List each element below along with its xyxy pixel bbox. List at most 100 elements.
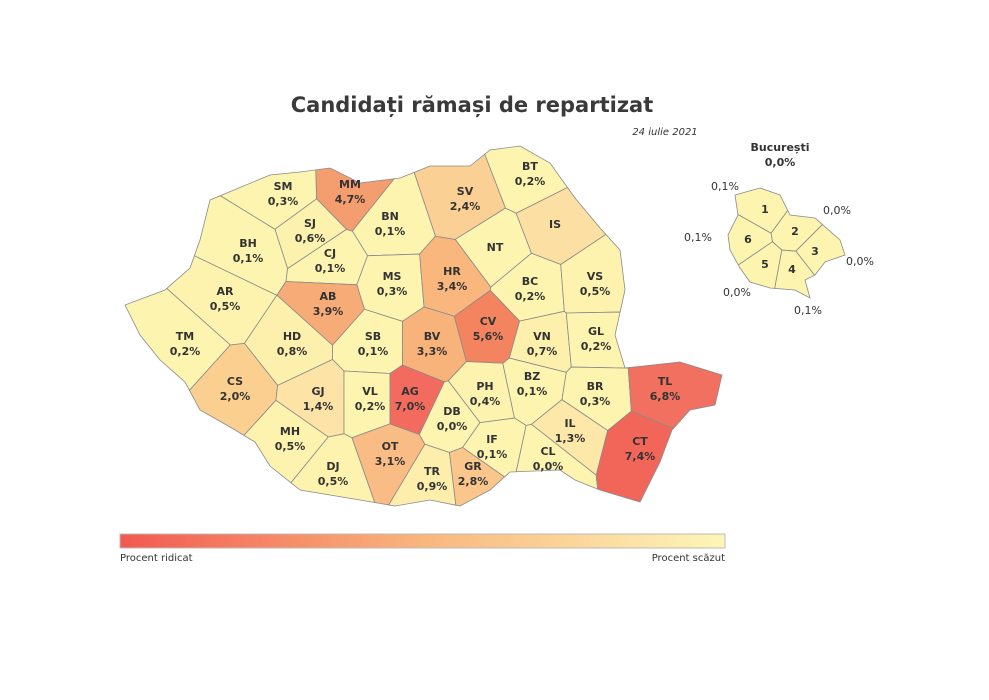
county-code: AB	[320, 290, 337, 303]
county-value: 0,1%	[477, 448, 508, 461]
sector-name: 3	[811, 245, 819, 258]
legend-low: Procent scăzut	[652, 553, 725, 564]
county-value: 7,4%	[625, 450, 656, 463]
county-code: HR	[443, 265, 461, 278]
region	[515, 423, 599, 490]
region	[462, 417, 527, 478]
region	[595, 410, 674, 503]
county-code: BZ	[524, 370, 540, 383]
county-code: MS	[383, 270, 402, 283]
sector-value: 0,0%	[823, 204, 851, 217]
county-value: 0,0%	[533, 460, 564, 473]
county-value: 0,2%	[515, 290, 546, 303]
county-value: 0,5%	[318, 475, 349, 488]
county-value: 7,0%	[395, 400, 426, 413]
county-value: 0,5%	[275, 440, 306, 453]
county-value: 4,7%	[335, 193, 366, 206]
county-code: VS	[587, 270, 604, 283]
county-value: 0,3%	[580, 395, 611, 408]
county-code: TM	[176, 330, 194, 343]
county-code: TL	[658, 375, 673, 388]
title: Candidați rămași de repartizat	[291, 93, 654, 118]
county-code: IS	[549, 218, 561, 231]
region	[774, 249, 816, 299]
county-code: NT	[487, 241, 504, 254]
county-code: SJ	[304, 217, 316, 230]
county-value: 1,3%	[555, 432, 586, 445]
county-value: 0,5%	[580, 285, 611, 298]
county-code: IL	[564, 417, 575, 430]
county-value: 6,8%	[650, 390, 681, 403]
county-value: 0,3%	[268, 195, 299, 208]
county-value: 0,3%	[377, 285, 408, 298]
county-code: HD	[283, 330, 301, 343]
county-value: 2,8%	[458, 475, 489, 488]
county-code: PH	[476, 380, 493, 393]
county-value: 2,4%	[450, 200, 481, 213]
sector-value: 0,1%	[684, 231, 712, 244]
sector-value: 0,0%	[723, 286, 751, 299]
county-value: 3,9%	[313, 305, 344, 318]
region	[737, 241, 783, 289]
county-code: CS	[227, 375, 243, 388]
county-value: 0,7%	[527, 345, 558, 358]
sector-name: 2	[791, 225, 799, 238]
county-value: 0,1%	[375, 225, 406, 238]
county-code: CT	[632, 435, 648, 448]
county-value: 0,2%	[581, 340, 612, 353]
county-value: 0,9%	[417, 480, 448, 493]
county-code: BN	[381, 210, 399, 223]
county-value: 0,2%	[355, 400, 386, 413]
county-code: AR	[217, 285, 235, 298]
county-code: SV	[457, 185, 474, 198]
county-code: GJ	[311, 385, 324, 398]
county-code: BR	[587, 380, 604, 393]
county-value: 3,1%	[375, 455, 406, 468]
sector-value: 0,1%	[711, 180, 739, 193]
sector-value: 0,0%	[846, 255, 874, 268]
bucharest-map: 1 0,1% 2 0,0% 3 0,0% 4 0,1% 5 0,0% 6 0,1%	[684, 180, 874, 317]
county-code: OT	[382, 440, 399, 453]
legend-bar	[119, 533, 726, 549]
county-code: CV	[480, 315, 497, 328]
county-value: 0,0%	[437, 420, 468, 433]
county-value: 0,5%	[210, 300, 241, 313]
region	[124, 287, 231, 392]
legend-high: Procent ridicat	[120, 553, 193, 564]
county-code: GR	[464, 460, 482, 473]
sector-name: 5	[761, 258, 769, 271]
county-code: AG	[401, 385, 419, 398]
county-value: 0,1%	[358, 345, 389, 358]
county-code: SM	[274, 180, 293, 193]
county-value: 1,4%	[303, 400, 334, 413]
bucharest-value: 0,0%	[765, 156, 796, 169]
county-code: CL	[540, 445, 555, 458]
region	[727, 213, 773, 266]
county-value: 0,1%	[517, 385, 548, 398]
county-code: BC	[522, 275, 538, 288]
county-code: BT	[522, 160, 538, 173]
county-code: SB	[365, 330, 381, 343]
romania-map: SM 0,3% MM 4,7% BT 0,2% SV 2,4% IS BN 0,1% SJ 0,6% BH…	[124, 145, 723, 507]
date: 24 iulie 2021	[632, 127, 697, 138]
county-code: CJ	[324, 247, 336, 260]
county-code: VL	[362, 385, 378, 398]
sector-name: 1	[761, 203, 769, 216]
county-code: TR	[424, 465, 441, 478]
county-value: 0,1%	[233, 252, 264, 265]
sector-name: 6	[744, 233, 752, 246]
county-code: BV	[424, 330, 441, 343]
county-value: 3,3%	[417, 345, 448, 358]
county-code: GL	[588, 325, 604, 338]
sector-name: 4	[788, 263, 796, 276]
county-code: IF	[486, 433, 498, 446]
county-value: 0,2%	[515, 175, 546, 188]
county-value: 0,6%	[295, 232, 326, 245]
county-value: 0,1%	[315, 262, 346, 275]
county-code: VN	[533, 330, 551, 343]
county-value: 2,0%	[220, 390, 251, 403]
county-value: 3,4%	[437, 280, 468, 293]
county-code: MM	[339, 178, 361, 191]
county-code: DB	[443, 405, 461, 418]
